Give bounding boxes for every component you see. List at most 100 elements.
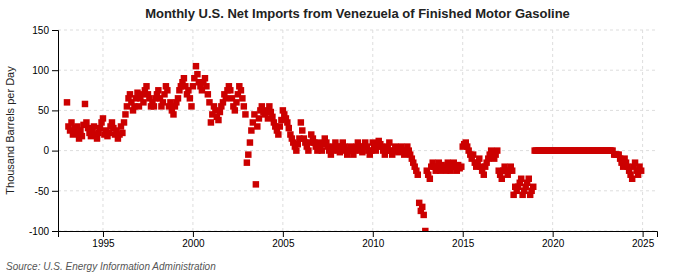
- x-tick: 2005: [272, 231, 295, 249]
- point: [127, 91, 133, 97]
- point: [526, 176, 532, 182]
- point: [269, 114, 275, 120]
- point: [239, 95, 245, 101]
- y-tick: 100: [32, 65, 58, 76]
- point: [256, 115, 262, 121]
- x-axis: 1995 2000 2005 2010 2015 2020 2025: [59, 231, 658, 249]
- y-tick-mark: [52, 151, 58, 152]
- points: [64, 63, 645, 231]
- y-axis-line: [52, 31, 59, 232]
- point: [481, 171, 487, 177]
- point: [305, 147, 311, 153]
- point: [217, 109, 223, 115]
- point: [284, 119, 290, 125]
- point: [248, 127, 254, 133]
- x-tick-label: 2010: [362, 238, 385, 249]
- point: [242, 111, 248, 117]
- point: [277, 123, 283, 129]
- y-tick-mark: [52, 231, 58, 232]
- point: [143, 83, 149, 89]
- point: [100, 115, 106, 121]
- point: [82, 101, 88, 107]
- point: [422, 228, 428, 231]
- point: [638, 167, 644, 173]
- point: [359, 149, 365, 155]
- point: [160, 99, 166, 105]
- source-note: Source: U.S. Energy Information Administ…: [6, 261, 216, 272]
- point: [190, 83, 196, 89]
- point: [299, 127, 305, 133]
- point: [499, 176, 505, 182]
- point: [181, 75, 187, 81]
- point: [140, 99, 146, 105]
- point: [293, 147, 299, 153]
- point: [175, 95, 181, 101]
- x-axis-line: [59, 232, 658, 238]
- y-tick-label: -50: [35, 186, 50, 197]
- y-grid-line: [58, 190, 657, 191]
- x-tick: 1995: [92, 231, 115, 249]
- y-grid-line: [58, 70, 657, 71]
- point: [223, 95, 229, 101]
- point: [119, 130, 125, 136]
- x-grid-line: [192, 30, 193, 231]
- point: [77, 127, 83, 133]
- point: [337, 149, 343, 155]
- point: [109, 119, 115, 125]
- point: [151, 103, 157, 109]
- point: [244, 159, 250, 165]
- point: [530, 184, 536, 190]
- chart-svg: 1995 2000 2005 2010 2015 2020 2025 -100 -50 0 50 10…: [0, 0, 675, 275]
- point: [427, 176, 433, 182]
- point: [476, 155, 482, 161]
- point: [203, 83, 209, 89]
- y-tick: -100: [29, 226, 58, 237]
- point: [494, 147, 500, 153]
- point: [68, 119, 74, 125]
- x-tick: 2025: [632, 231, 655, 249]
- point: [286, 125, 292, 131]
- point: [155, 87, 161, 93]
- title: Monthly U.S. Net Imports from Venezuela …: [145, 6, 570, 21]
- x-tick-label: 2000: [182, 238, 205, 249]
- y-grid-line: [58, 110, 657, 111]
- point: [319, 147, 325, 153]
- point: [470, 151, 476, 157]
- x-tick-mark: [103, 231, 104, 237]
- point: [415, 171, 421, 177]
- y-axis: -100 -50 0 50 100 150: [29, 25, 59, 237]
- x-tick-label: 2025: [632, 238, 655, 249]
- point: [386, 139, 392, 145]
- x-grid-line: [372, 30, 373, 231]
- point: [266, 103, 272, 109]
- x-grid-line: [282, 30, 283, 231]
- y-tick-mark: [52, 191, 58, 192]
- point: [188, 103, 194, 109]
- point: [420, 212, 426, 218]
- y-tick: 50: [38, 105, 58, 116]
- y-tick-label: 150: [32, 25, 49, 36]
- y-tick-mark: [52, 30, 58, 31]
- x-tick: 2015: [452, 231, 475, 249]
- point: [194, 71, 200, 77]
- point: [275, 131, 281, 137]
- point: [298, 119, 304, 125]
- x-grid-line: [462, 30, 463, 231]
- x-tick-mark: [193, 231, 194, 237]
- point: [241, 103, 247, 109]
- point: [253, 181, 259, 187]
- point: [295, 141, 301, 147]
- x-tick-label: 1995: [92, 238, 115, 249]
- point: [215, 117, 221, 123]
- y-tick-label: 0: [43, 145, 49, 156]
- y-tick-mark: [52, 70, 58, 71]
- y-tick: 0: [43, 145, 58, 156]
- x-tick-mark: [553, 231, 554, 237]
- grid: [58, 30, 657, 231]
- x-grid-line: [552, 30, 553, 231]
- point: [121, 119, 127, 125]
- point: [94, 135, 100, 141]
- x-tick-label: 2020: [542, 238, 565, 249]
- y-tick-label: 100: [32, 65, 49, 76]
- point: [64, 99, 70, 105]
